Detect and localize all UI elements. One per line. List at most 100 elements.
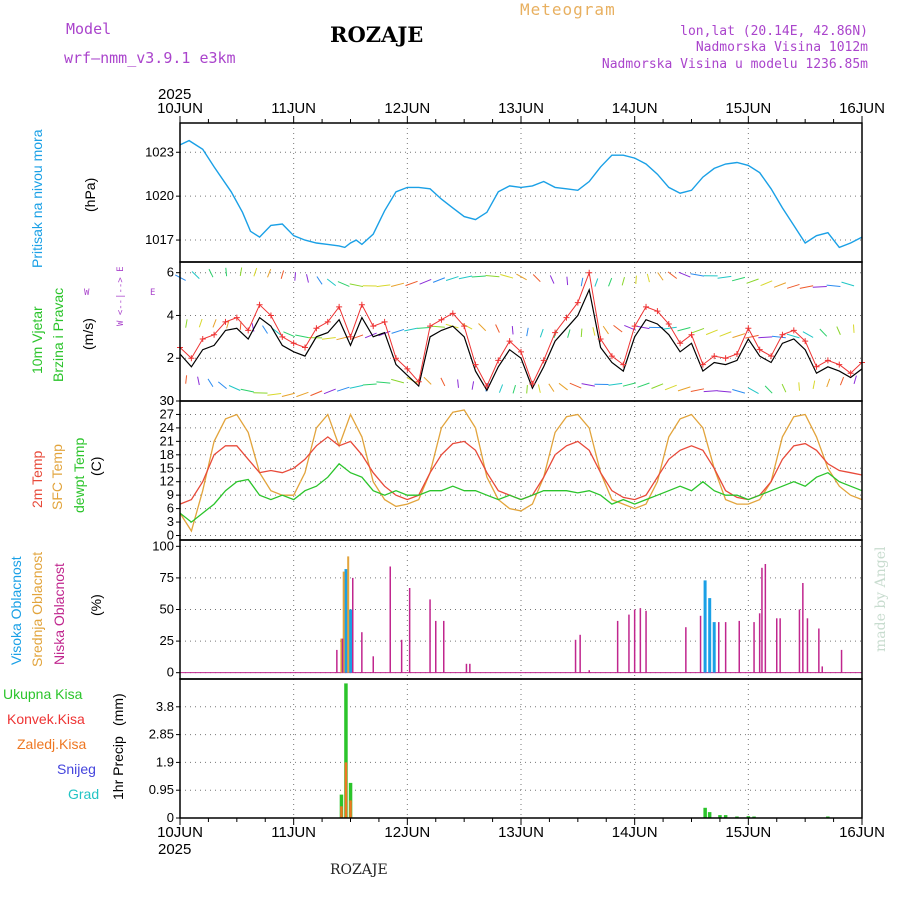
- wind-gust-marker: [472, 361, 479, 368]
- wind-barb: [608, 382, 623, 386]
- wind-barb: [745, 334, 759, 339]
- y-tick-label: 30: [160, 393, 174, 408]
- wind-barb: [323, 388, 336, 395]
- wind-gust-marker: [245, 327, 252, 334]
- wind-barb: [786, 283, 800, 289]
- x-tick-label-bottom: 11JUN: [271, 824, 316, 841]
- wind-barb: [622, 382, 636, 387]
- wind-barb: [677, 327, 691, 332]
- wind-gust-marker: [779, 331, 786, 338]
- wind-barb: [516, 273, 527, 281]
- wind-gust-marker: [461, 323, 468, 330]
- wind-gust-marker: [631, 323, 638, 330]
- legend-strat-rain: Zaledj.Kisa: [17, 736, 87, 752]
- meteogram-title: Meteogram: [520, 0, 616, 19]
- y-tick-label: 18: [160, 447, 174, 462]
- dewpoint-line: [179, 462, 863, 523]
- wind-barb: [826, 378, 831, 388]
- cloud-low-bar: [761, 567, 763, 673]
- wind-gust-marker: [529, 380, 536, 387]
- wind-gust-marker: [597, 335, 604, 342]
- cloud-low-bar: [806, 618, 809, 673]
- y-tick-label: 3: [167, 514, 174, 529]
- cloud-low-bar: [443, 620, 445, 673]
- cloud-low-bar: [699, 615, 702, 673]
- x-tick-label-top: 10JUN: [157, 100, 203, 117]
- cloud-low-bar: [429, 599, 431, 673]
- wind-barb: [608, 277, 613, 287]
- cloud-high-bar: [712, 622, 716, 673]
- wind-barb: [197, 376, 200, 386]
- wind-barb: [663, 326, 677, 330]
- wind-gust-marker: [313, 325, 320, 332]
- wind-barb: [296, 391, 309, 398]
- wind-barb: [636, 325, 650, 330]
- x-tick-label-top: 11JUN: [271, 100, 316, 117]
- wind-gust-marker: [427, 323, 434, 330]
- cloud-low-bar: [776, 618, 778, 673]
- cloud-low-bar: [352, 577, 354, 673]
- y-tick-label: 25: [160, 633, 174, 648]
- legend-snow: Snijeg: [57, 761, 96, 777]
- y-tick-label: 15: [160, 460, 174, 475]
- wind-gust-line: [179, 270, 863, 388]
- wind-barb: [306, 274, 309, 283]
- wind-gust-marker: [233, 314, 240, 321]
- wind-barb: [349, 283, 364, 288]
- wind-barb: [549, 275, 555, 284]
- cloud-low-bar: [400, 639, 403, 673]
- x-tick-label-top: 12JUN: [384, 100, 430, 117]
- wind-gust-marker: [677, 340, 684, 347]
- wind-barb: [758, 336, 773, 339]
- wind-gust-marker: [574, 299, 581, 306]
- y-tick-label: 50: [160, 602, 174, 617]
- wind-barb: [717, 390, 732, 393]
- cloud-low-bar: [738, 620, 740, 673]
- wind-barb: [602, 325, 609, 335]
- wind-barb: [732, 389, 746, 394]
- cloud-high-bar: [703, 580, 707, 673]
- wind-barb: [295, 334, 309, 339]
- y-tick-label: 1017: [145, 232, 174, 247]
- wind-gust-marker: [836, 361, 843, 368]
- wind-gust-marker: [802, 338, 809, 345]
- wind-barb: [207, 378, 214, 388]
- wind-barb: [646, 273, 650, 283]
- wind-barb: [764, 385, 773, 394]
- wind-barb: [471, 275, 486, 278]
- x-tick-label-top: 14JUN: [612, 100, 658, 117]
- wind-barb: [786, 333, 800, 339]
- wind-barb: [594, 278, 599, 287]
- year-label-top: 2025: [158, 86, 191, 103]
- y-tick-label: 3.8: [156, 699, 174, 714]
- wind-barb: [703, 390, 718, 393]
- wind-barb: [746, 278, 759, 284]
- wind-barb: [853, 324, 855, 333]
- wind-barb: [376, 381, 391, 384]
- wind-barb: [539, 328, 544, 338]
- wind-barbs: [174, 267, 857, 398]
- wind-barb: [812, 285, 827, 288]
- cloud-high-bar: [344, 569, 348, 673]
- wind-barb: [267, 268, 272, 278]
- x-tick-label-top: 13JUN: [498, 100, 544, 117]
- wind-gust-marker: [358, 301, 365, 308]
- wind-gust-marker: [756, 346, 763, 353]
- wind-barb: [185, 375, 188, 384]
- wind-barb: [566, 276, 569, 286]
- wind-barb: [526, 385, 528, 394]
- wind-barb: [336, 386, 350, 392]
- precip-total-bar: [723, 815, 728, 818]
- x-tick-label-bottom: 13JUN: [498, 824, 544, 841]
- wind-gust-marker: [302, 344, 309, 351]
- station-title: ROZAJE: [330, 22, 424, 47]
- wind-barb: [432, 277, 446, 283]
- wind-barb: [337, 281, 350, 287]
- wind-gust-marker: [336, 303, 343, 310]
- y-tick-label: 1020: [145, 188, 174, 203]
- wind-barb: [391, 378, 405, 384]
- wind-gust-marker: [790, 327, 797, 334]
- wind-barb: [635, 275, 637, 285]
- x-tick-label-top: 15JUN: [725, 100, 771, 117]
- wind-barb: [667, 271, 678, 279]
